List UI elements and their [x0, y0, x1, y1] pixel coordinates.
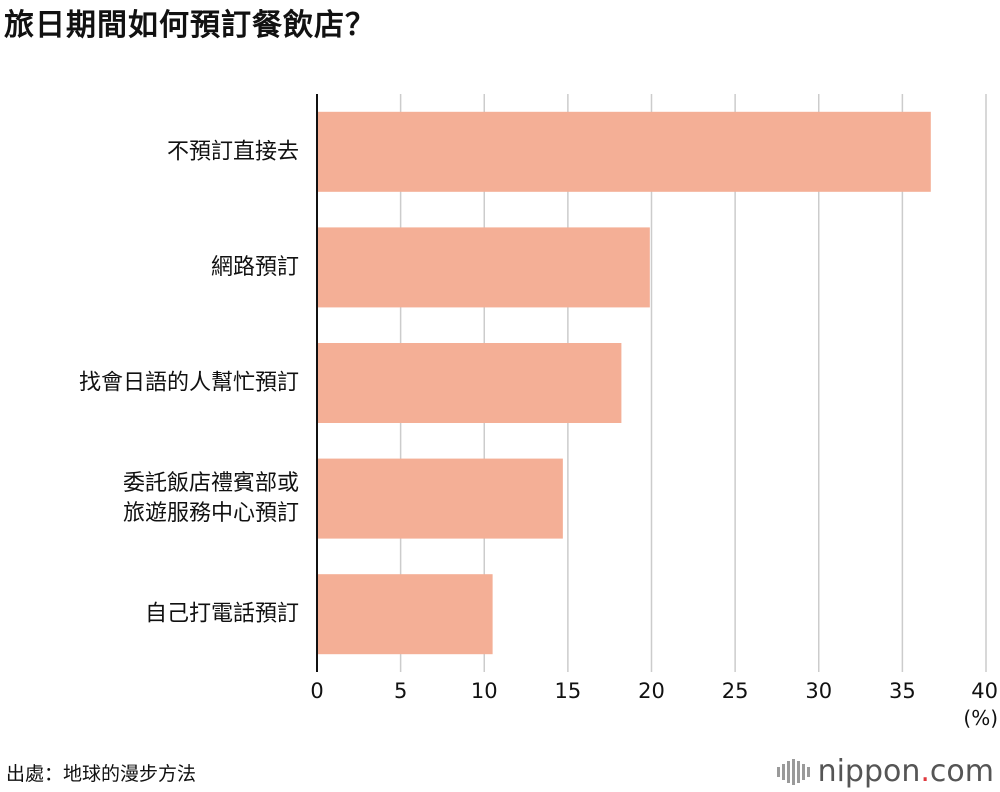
- x-tick-label: 35: [889, 679, 916, 703]
- brand-name: nippon: [817, 754, 921, 789]
- brand-dot: .: [920, 754, 930, 789]
- x-tick-label: 15: [555, 679, 582, 703]
- category-label: 找會日語的人幫忙預訂: [79, 371, 299, 396]
- x-tick-label: 25: [722, 679, 749, 703]
- bar: [317, 227, 650, 308]
- category-label: 委託飯店禮賓部或: [123, 471, 299, 496]
- chart-title: 旅日期間如何預訂餐飲店？: [4, 8, 376, 43]
- category-label: 網路預訂: [211, 255, 299, 280]
- brand-suffix: com: [929, 754, 994, 789]
- x-tick-label: 10: [471, 679, 498, 703]
- x-tick-label: 30: [805, 679, 832, 703]
- x-tick-label: 5: [394, 679, 407, 703]
- nippon-logo: nippon. com: [776, 754, 994, 790]
- bar: [317, 574, 493, 655]
- source-note: 出處：地球的漫步方法: [6, 763, 197, 785]
- category-label: 旅遊服務中心預訂: [123, 501, 299, 526]
- bar: [317, 458, 563, 539]
- x-tick-label: 20: [638, 679, 665, 703]
- x-tick-label: 40: [971, 679, 998, 703]
- bar: [317, 343, 622, 423]
- category-label: 不預訂直接去: [167, 139, 299, 164]
- bar: [317, 111, 931, 192]
- brand-bars-icon: [776, 759, 810, 785]
- x-unit-label: (%): [963, 706, 998, 730]
- category-label: 自己打電話預訂: [145, 602, 299, 627]
- x-tick-label: 0: [310, 679, 323, 703]
